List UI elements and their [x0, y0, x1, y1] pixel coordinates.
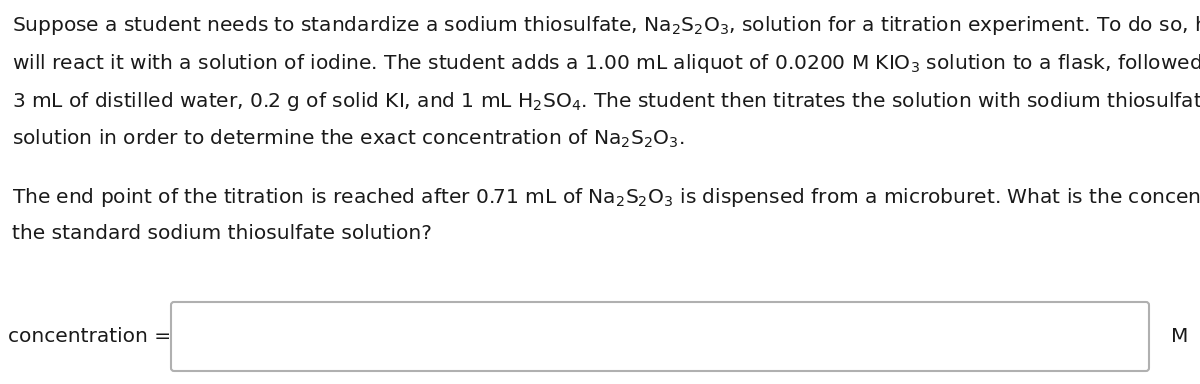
Text: solution in order to determine the exact concentration of Na$_2$S$_2$O$_3$.: solution in order to determine the exact…: [12, 128, 685, 150]
Text: M: M: [1171, 327, 1188, 346]
Text: the standard sodium thiosulfate solution?: the standard sodium thiosulfate solution…: [12, 224, 432, 243]
Text: The end point of the titration is reached after 0.71 mL of Na$_2$S$_2$O$_3$ is d: The end point of the titration is reache…: [12, 186, 1200, 209]
Text: Suppose a student needs to standardize a sodium thiosulfate, Na$_2$S$_2$O$_3$, s: Suppose a student needs to standardize a…: [12, 14, 1200, 37]
Text: 3 mL of distilled water, 0.2 g of solid KI, and 1 mL H$_2$SO$_4$. The student th: 3 mL of distilled water, 0.2 g of solid …: [12, 90, 1200, 113]
FancyBboxPatch shape: [172, 302, 1150, 371]
Text: concentration =: concentration =: [8, 327, 172, 346]
Text: will react it with a solution of iodine. The student adds a 1.00 mL aliquot of 0: will react it with a solution of iodine.…: [12, 52, 1200, 75]
